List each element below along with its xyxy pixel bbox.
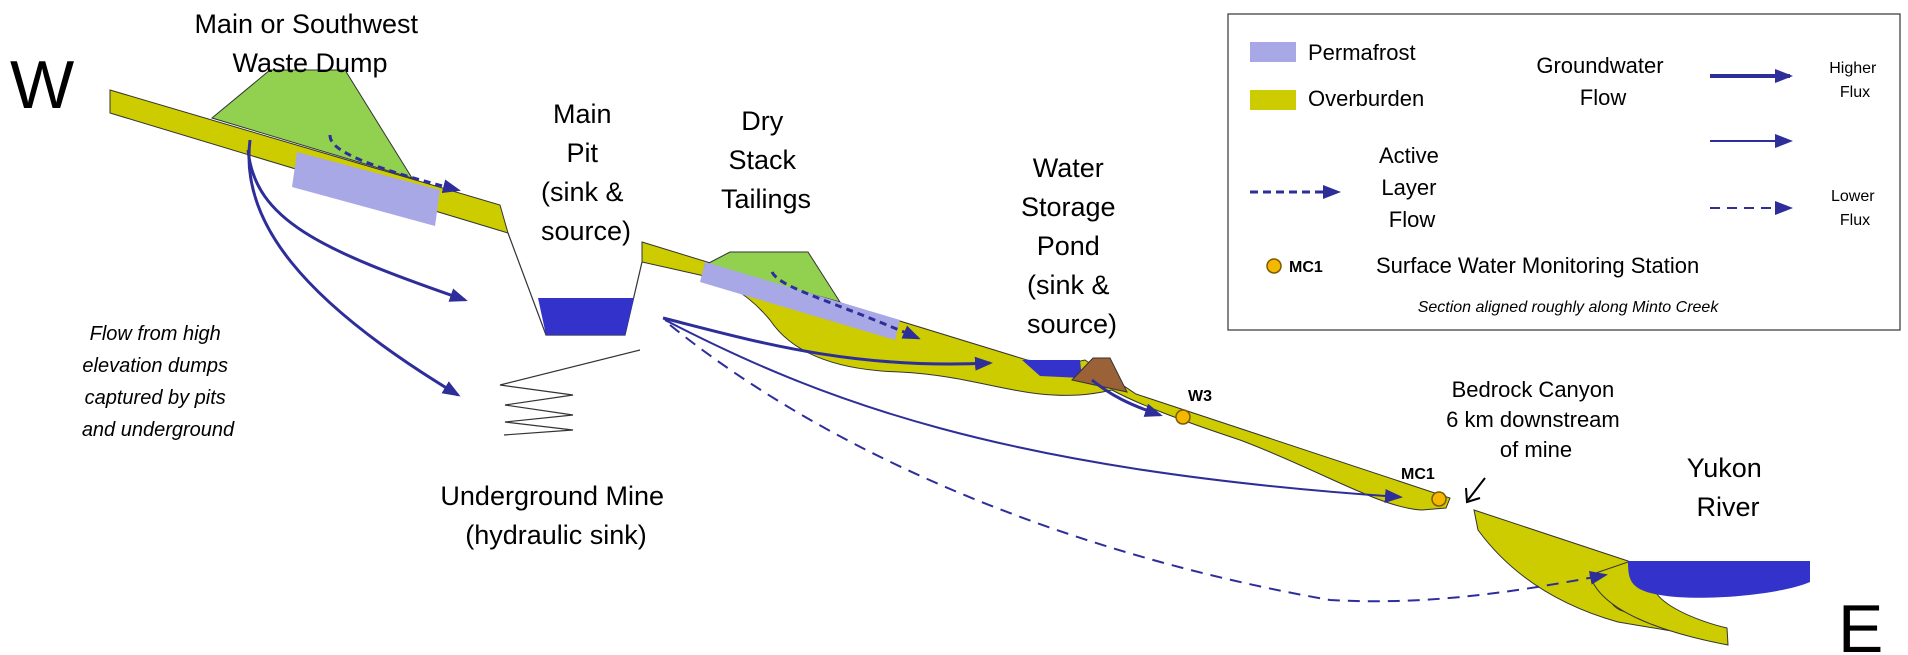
station-mc1-marker [1431, 491, 1447, 507]
canyon-label: Bedrock Canyon 6 km downstream of mine [1446, 377, 1626, 462]
legend-permafrost-label: Permafrost [1308, 40, 1416, 65]
underground-mine [499, 349, 641, 436]
yukon-river-water [1628, 561, 1810, 598]
west-direction: W [10, 47, 74, 123]
legend-overburden-label: Overburden [1308, 86, 1424, 111]
yukon-river-label: Yukon River [1687, 453, 1770, 522]
flow-arrow-pit-to-river [669, 324, 1608, 603]
legend-box [1227, 13, 1901, 331]
legend-note: Section aligned roughly along Minto Cree… [1418, 299, 1720, 316]
legend-lower-flux-label: Lower Flux [1831, 188, 1879, 229]
dam [1071, 357, 1128, 393]
legend: Permafrost Overburden Groundwater Flow H… [1227, 13, 1901, 331]
waste-dump [210, 69, 414, 179]
underground-label: Underground Mine (hydraulic sink) [440, 481, 671, 550]
legend-station-desc: Surface Water Monitoring Station [1376, 253, 1699, 278]
flow-arrow-pit-to-pond [662, 316, 993, 371]
storage-pond-water [1022, 360, 1082, 378]
legend-station-marker [1266, 258, 1282, 274]
legend-active-layer-label: Active Layer Flow [1379, 143, 1445, 232]
flow-arrow-dam-to-w3 [1091, 378, 1163, 417]
station-w3-label: W3 [1188, 388, 1212, 405]
canyon-pointer-head [1465, 487, 1481, 504]
legend-overburden-swatch [1250, 90, 1296, 110]
flow-arrow-dump-to-pit [246, 149, 468, 302]
station-mc1-label: MC1 [1401, 466, 1435, 483]
legend-groundwater-label: Groundwater Flow [1536, 53, 1669, 110]
flow-note: Flow from high elevation dumps captured … [82, 323, 235, 441]
permafrost-central [700, 262, 900, 340]
legend-higher-flux-label: Higher Flux [1829, 60, 1881, 101]
flow-arrow-pit-to-mc1 [664, 319, 1403, 503]
active-layer-arrow-central [770, 271, 921, 340]
legend-permafrost-swatch [1250, 42, 1296, 62]
active-layer-arrow-west [328, 134, 461, 194]
water-pond-label: Water Storage Pond (sink & source) [1021, 153, 1123, 339]
canyon-pointer-arrow [1467, 477, 1486, 501]
dry-stack-label: Dry Stack Tailings [721, 106, 811, 214]
flow-arrow-dump-to-underground [247, 139, 461, 397]
main-pit-water [538, 298, 634, 335]
permafrost-west [292, 152, 440, 226]
east-direction: E [1838, 591, 1883, 655]
station-w3-marker [1175, 409, 1191, 425]
main-pit-label: Main Pit (sink & source) [541, 99, 631, 246]
legend-station-code: MC1 [1289, 259, 1323, 276]
dump-label: Main or Southwest Waste Dump [194, 9, 425, 78]
